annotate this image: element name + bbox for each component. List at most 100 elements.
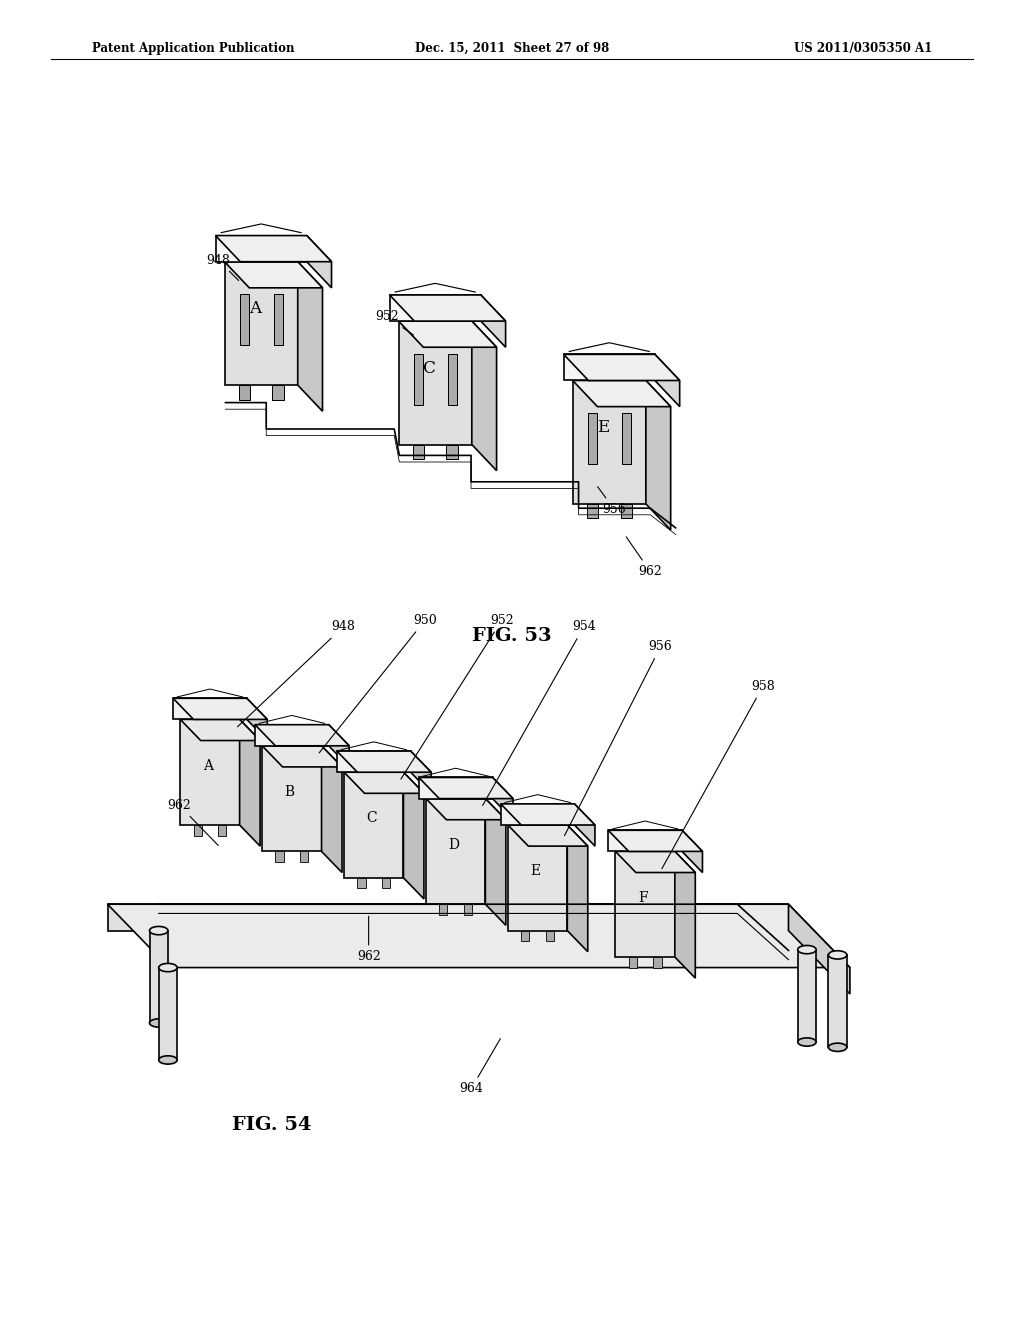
Text: B: B	[285, 785, 295, 799]
Polygon shape	[508, 825, 588, 846]
Bar	[273, 294, 283, 345]
Polygon shape	[419, 777, 493, 799]
Polygon shape	[180, 719, 260, 741]
Polygon shape	[262, 746, 322, 851]
Polygon shape	[426, 799, 485, 904]
Polygon shape	[788, 904, 850, 994]
Polygon shape	[255, 725, 349, 746]
Bar	[194, 825, 202, 836]
Polygon shape	[398, 321, 497, 347]
Text: C: C	[423, 360, 436, 376]
Bar	[357, 878, 366, 888]
Bar	[240, 294, 249, 345]
Bar	[546, 931, 554, 941]
Text: 950: 950	[319, 614, 437, 752]
Polygon shape	[389, 294, 506, 321]
Bar	[653, 957, 662, 968]
Polygon shape	[344, 772, 424, 793]
Text: 954: 954	[482, 620, 596, 805]
Polygon shape	[215, 235, 332, 261]
Text: 948: 948	[206, 253, 239, 281]
Polygon shape	[329, 725, 349, 767]
Polygon shape	[615, 851, 695, 873]
Polygon shape	[398, 321, 472, 445]
Ellipse shape	[828, 1043, 847, 1052]
Polygon shape	[180, 719, 240, 825]
Bar	[150, 931, 168, 1023]
Polygon shape	[173, 698, 267, 719]
Polygon shape	[501, 804, 595, 825]
Polygon shape	[255, 725, 329, 746]
Bar	[159, 968, 177, 1060]
Ellipse shape	[828, 950, 847, 960]
Bar	[414, 354, 423, 404]
Text: 964: 964	[459, 1039, 501, 1096]
Bar	[382, 878, 390, 888]
Bar	[272, 385, 284, 400]
Ellipse shape	[150, 1019, 168, 1027]
Text: A: A	[203, 759, 213, 772]
Polygon shape	[337, 751, 431, 772]
Text: 962: 962	[167, 799, 218, 845]
Text: Dec. 15, 2011  Sheet 27 of 98: Dec. 15, 2011 Sheet 27 of 98	[415, 42, 609, 55]
Polygon shape	[493, 777, 513, 820]
Text: A: A	[250, 301, 261, 317]
Polygon shape	[615, 851, 675, 957]
Bar	[439, 904, 447, 915]
Polygon shape	[337, 751, 411, 772]
Polygon shape	[298, 261, 323, 412]
Bar	[447, 354, 457, 404]
Polygon shape	[240, 719, 260, 846]
Text: E: E	[598, 420, 609, 436]
Polygon shape	[574, 804, 595, 846]
Bar	[588, 413, 597, 463]
Text: 962: 962	[627, 537, 663, 578]
Ellipse shape	[159, 964, 177, 972]
Ellipse shape	[798, 945, 816, 954]
Bar	[621, 504, 632, 519]
Polygon shape	[307, 235, 332, 288]
Polygon shape	[481, 294, 506, 347]
Bar	[464, 904, 472, 915]
Polygon shape	[485, 799, 506, 925]
Polygon shape	[411, 751, 431, 793]
Bar	[218, 825, 226, 836]
Polygon shape	[567, 825, 588, 952]
Ellipse shape	[798, 1038, 816, 1047]
Polygon shape	[215, 235, 307, 261]
Bar	[798, 949, 816, 1041]
Polygon shape	[501, 804, 574, 825]
Bar	[413, 445, 424, 459]
Polygon shape	[403, 772, 424, 899]
Bar	[521, 931, 529, 941]
Bar	[446, 445, 458, 459]
Polygon shape	[563, 354, 680, 380]
Polygon shape	[344, 772, 403, 878]
Text: 952: 952	[400, 614, 514, 779]
Text: 948: 948	[238, 620, 355, 727]
Polygon shape	[173, 698, 247, 719]
Text: 956: 956	[564, 640, 673, 836]
Polygon shape	[224, 261, 323, 288]
Polygon shape	[608, 830, 702, 851]
Ellipse shape	[150, 927, 168, 935]
Text: E: E	[530, 865, 541, 878]
Polygon shape	[655, 354, 680, 407]
Text: FIG. 54: FIG. 54	[231, 1115, 311, 1134]
Polygon shape	[426, 799, 506, 820]
Bar	[239, 385, 250, 400]
Text: 962: 962	[356, 916, 381, 964]
Polygon shape	[508, 825, 567, 931]
Polygon shape	[389, 294, 481, 321]
Polygon shape	[682, 830, 702, 873]
Bar	[275, 851, 284, 862]
Text: D: D	[449, 838, 459, 851]
Text: 956: 956	[598, 487, 627, 516]
Polygon shape	[224, 261, 298, 385]
Polygon shape	[247, 698, 267, 741]
Ellipse shape	[159, 1056, 177, 1064]
Polygon shape	[108, 904, 788, 931]
Polygon shape	[563, 354, 655, 380]
Polygon shape	[572, 380, 671, 407]
Text: 958: 958	[662, 680, 775, 869]
